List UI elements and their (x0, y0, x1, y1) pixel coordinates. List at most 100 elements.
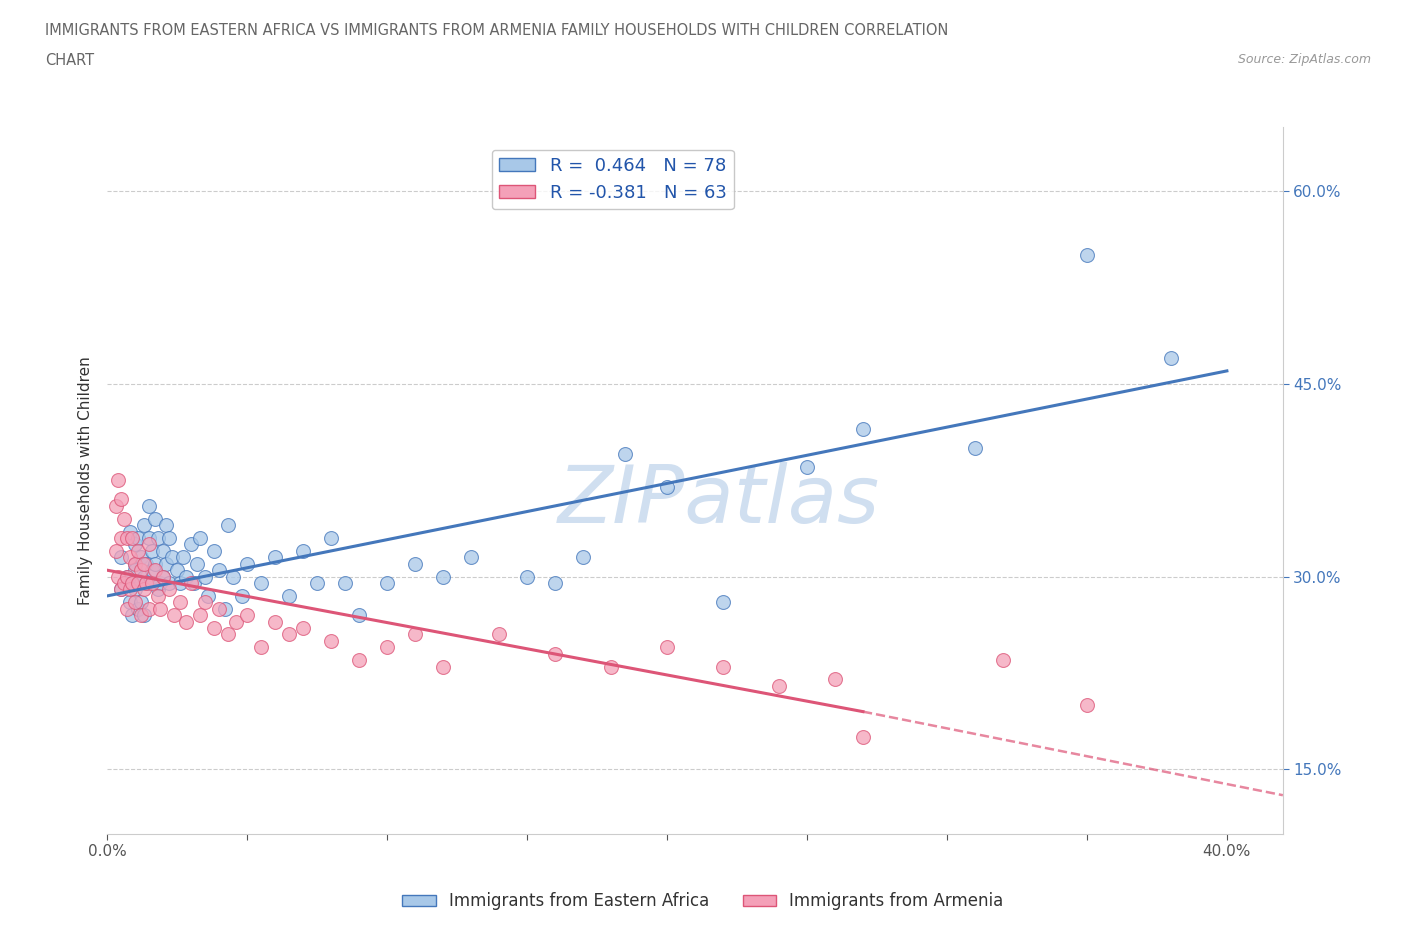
Point (143, 556, 166, 571)
Point (1160, 351, 1182, 365)
Point (127, 543, 149, 558)
Point (127, 602, 149, 617)
Point (138, 537, 160, 551)
Point (124, 556, 146, 571)
Point (292, 620, 315, 635)
Point (180, 537, 202, 551)
Point (319, 531, 342, 546)
Point (155, 556, 177, 571)
Point (655, 640, 678, 655)
Point (157, 531, 180, 546)
Point (129, 550, 152, 565)
Text: Source: ZipAtlas.com: Source: ZipAtlas.com (1237, 53, 1371, 66)
Point (347, 608, 370, 623)
Point (231, 589, 253, 604)
Point (118, 550, 141, 565)
Point (217, 518, 239, 533)
Point (852, 730, 875, 745)
Point (104, 543, 127, 558)
Point (194, 595, 217, 610)
Point (250, 576, 273, 591)
Point (347, 653, 370, 668)
Point (132, 608, 155, 623)
Point (138, 531, 160, 546)
Point (711, 595, 734, 610)
Point (222, 569, 245, 584)
Point (121, 576, 143, 591)
Point (110, 531, 132, 546)
Point (146, 531, 169, 546)
Point (124, 595, 146, 610)
Point (141, 543, 163, 558)
Point (152, 543, 174, 558)
Point (169, 595, 191, 610)
Point (488, 627, 510, 642)
Point (149, 602, 172, 617)
Point (107, 569, 129, 584)
Point (107, 472, 129, 487)
Point (166, 563, 188, 578)
Point (146, 589, 169, 604)
Point (796, 460, 818, 475)
Point (169, 576, 191, 591)
Point (135, 576, 157, 591)
Point (138, 602, 160, 617)
Point (264, 550, 287, 565)
Point (1076, 247, 1098, 262)
Point (404, 627, 426, 642)
Point (157, 582, 180, 597)
Point (163, 608, 186, 623)
Point (614, 447, 637, 462)
Point (129, 608, 152, 623)
Point (129, 576, 152, 591)
Point (174, 614, 197, 629)
Point (655, 479, 678, 494)
Point (600, 659, 623, 674)
Point (112, 576, 135, 591)
Point (112, 512, 135, 526)
Point (121, 608, 143, 623)
Point (110, 582, 132, 597)
Point (124, 537, 146, 551)
Point (143, 512, 166, 526)
Point (432, 659, 454, 674)
Point (104, 498, 127, 513)
Point (208, 602, 231, 617)
Point (152, 569, 174, 584)
Point (183, 576, 205, 591)
Point (186, 556, 208, 571)
Point (432, 569, 454, 584)
Point (202, 620, 225, 635)
Point (225, 614, 247, 629)
Point (124, 556, 146, 571)
Point (146, 582, 169, 597)
Point (852, 421, 875, 436)
Point (516, 569, 538, 584)
Point (460, 550, 482, 565)
Point (991, 653, 1014, 668)
Point (292, 543, 315, 558)
Point (572, 550, 595, 565)
Point (129, 595, 152, 610)
Point (180, 576, 202, 591)
Point (115, 602, 138, 617)
Point (157, 576, 180, 591)
Point (250, 640, 273, 655)
Point (138, 576, 160, 591)
Point (197, 589, 219, 604)
Point (127, 531, 149, 546)
Point (121, 576, 143, 591)
Point (824, 672, 846, 687)
Point (127, 576, 149, 591)
Text: IMMIGRANTS FROM EASTERN AFRICA VS IMMIGRANTS FROM ARMENIA FAMILY HOUSEHOLDS WITH: IMMIGRANTS FROM EASTERN AFRICA VS IMMIGR… (45, 23, 949, 38)
Y-axis label: Family Households with Children: Family Households with Children (79, 356, 93, 604)
Point (124, 563, 146, 578)
Point (208, 563, 231, 578)
Point (544, 576, 567, 591)
Point (1076, 698, 1098, 712)
Point (188, 608, 211, 623)
Point (172, 550, 194, 565)
Point (110, 550, 132, 565)
Point (264, 614, 287, 629)
Point (115, 531, 138, 546)
